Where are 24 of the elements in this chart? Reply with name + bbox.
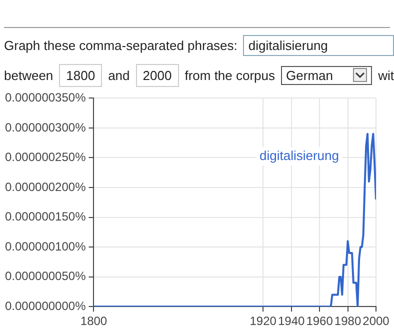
- x-tick-label: 1800: [80, 314, 108, 328]
- x-tick-label: 2000: [362, 314, 390, 328]
- text: German: [286, 68, 333, 82]
- x-tick-label: 1940: [278, 314, 305, 328]
- text: from the corpus: [184, 68, 276, 82]
- y-tick-label: 0.000000150%: [4, 210, 86, 224]
- x-tick-label: 1920: [250, 314, 277, 328]
- text: 1800: [59, 64, 102, 86]
- text: and: [108, 68, 130, 82]
- text: wit: [378, 68, 394, 82]
- text: Graph these comma-separated phrases:: [4, 38, 238, 52]
- y-tick-label: 0.000000000%: [4, 298, 86, 313]
- x-tick-label: 1960: [306, 314, 334, 328]
- x-tick-label: 1980: [334, 314, 362, 328]
- y-tick-label: 0.000000200%: [4, 180, 86, 194]
- y-tick-label: 0.000000300%: [4, 120, 86, 134]
- y-tick-label: 0.000000350%: [4, 90, 86, 105]
- text: 2000: [136, 64, 179, 86]
- y-tick-label: 0.000000250%: [4, 150, 86, 164]
- text: between: [4, 68, 54, 82]
- y-tick-label: 0.000000050%: [4, 269, 86, 284]
- text: digitalisierung: [243, 34, 394, 56]
- text: digitalisierung: [260, 148, 339, 163]
- y-tick-label: 0.000000100%: [4, 239, 86, 254]
